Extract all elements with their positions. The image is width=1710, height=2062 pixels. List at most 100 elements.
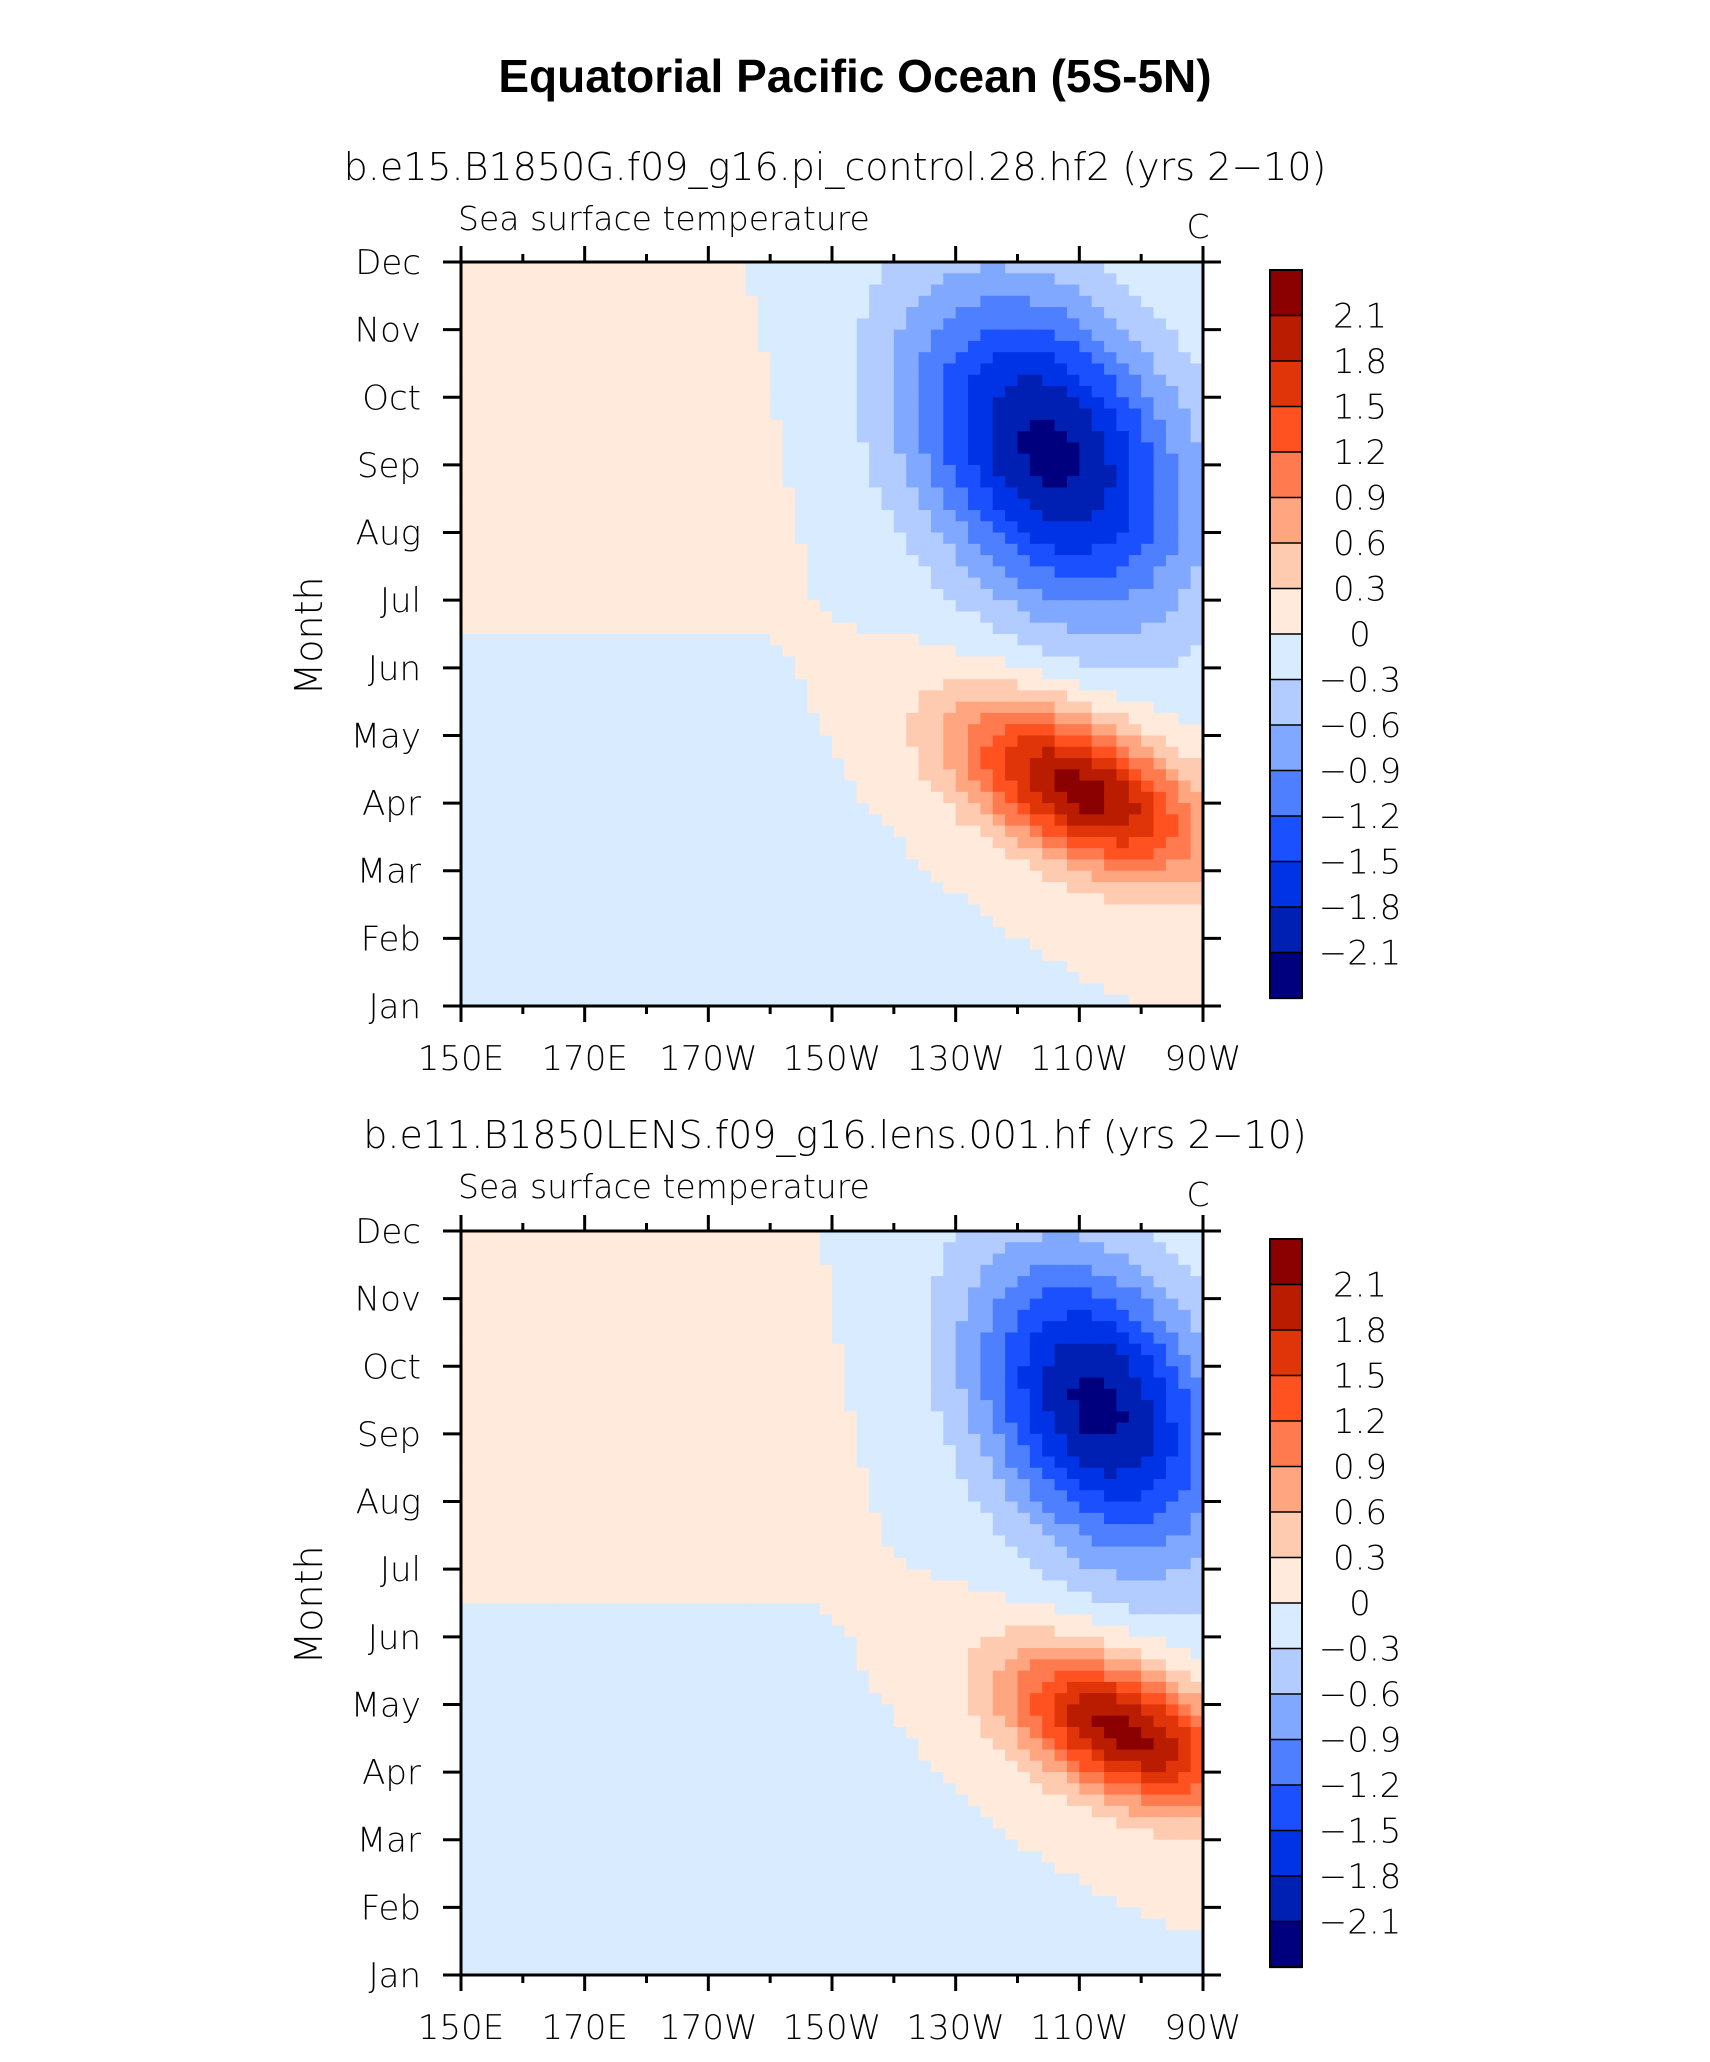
panel-1-contour-cell [708,634,722,646]
panel-1-contour-cell [609,679,623,691]
panel-1-contour-cell [918,363,932,376]
panel-2-contour-cell [1178,1332,1192,1345]
panel-1-contour-cell [856,442,870,455]
panel-1-contour-cell [1165,938,1179,951]
panel-2-contour-cell [733,1377,747,1390]
panel-1-contour-cell [794,724,808,737]
panel-2-contour-cell [906,1276,920,1288]
panel-2-contour-cell [485,1343,499,1356]
panel-1-contour-cell [1066,949,1080,962]
panel-1-contour-cell [893,543,907,556]
panel-1-contour-cell [683,656,697,669]
panel-1-contour-cell [1066,577,1080,590]
panel-1-contour-cell [547,532,561,545]
panel-1-contour-cell [757,566,771,579]
panel-1-contour-cell [695,431,709,443]
panel-1-contour-cell [955,498,969,511]
panel-2-contour-cell [547,1264,561,1277]
panel-1-contour-cell [968,431,981,443]
panel-1-contour-cell [794,295,808,308]
panel-1-contour-cell [1042,622,1056,635]
panel-1-contour-cell [819,510,833,522]
panel-1-contour-cell [1190,870,1204,883]
panel-1-contour-cell [869,994,883,1007]
panel-1-contour-cell [510,758,524,770]
panel-1-contour-cell [1029,724,1043,737]
panel-1-contour-cell [856,498,870,511]
panel-1-contour-cell [968,848,981,861]
panel-1-contour-cell [609,960,623,973]
panel-1-contour-cell [943,972,957,985]
panel-1-contour-cell [893,634,907,646]
panel-1-contour-cell [1042,566,1056,579]
panel-1-contour-cell [1005,656,1019,669]
panel-1-contour-cell [869,386,883,398]
panel-1-contour-cell [1079,780,1093,793]
panel-1-contour-cell [881,904,895,917]
panel-1-contour-cell [1116,532,1130,545]
panel-1-contour-cell [869,397,883,410]
panel-2-contour-cell [720,1231,734,1243]
panel-1-contour-cell [1141,464,1155,477]
panel-1-contour-cell [980,521,994,534]
panel-1-contour-cell [930,859,944,872]
panel-1-contour-cell [695,386,709,398]
panel-1-contour-cell [819,960,833,973]
panel-2-contour-cell [1079,1343,1093,1356]
panel-1-contour-cell [584,521,598,534]
panel-1-contour-cell [461,701,474,714]
panel-1-contour-cell [609,769,623,782]
panel-1-contour-cell [1029,893,1043,906]
panel-1-contour-cell [1042,273,1056,286]
panel-1-contour-cell [1005,318,1019,331]
panel-2-contour-cell [992,1309,1006,1322]
panel-1-contour-cell [597,262,610,274]
panel-1-contour-cell [584,724,598,737]
panel-2-contour-cell [597,1242,610,1255]
panel-1-contour-cell [770,667,784,680]
panel-1-contour-cell [461,724,474,737]
panel-1-contour-cell [881,983,895,996]
panel-2-contour-cell [695,1355,709,1367]
panel-2-contour-cell [869,1276,883,1288]
panel-1-contour-cell [1029,735,1043,748]
panel-1-contour-cell [844,498,858,511]
panel-1-contour-cell [461,634,474,646]
panel-1-contour-cell [980,656,994,669]
panel-1-contour-cell [1029,273,1043,286]
panel-1-contour-cell [572,498,586,511]
panel-1-contour-cell [1054,363,1068,376]
panel-1-contour-cell [683,712,697,725]
panel-1-contour-cell [609,352,623,365]
panel-2-contour-cell [1029,1332,1043,1345]
panel-2-contour-cell [461,1287,474,1300]
panel-1-contour-cell [584,262,598,274]
panel-1-contour-cell [584,701,598,714]
panel-1-contour-cell [1017,679,1031,691]
panel-1-contour-cell [720,532,734,545]
panel-1-contour-cell [968,419,981,432]
panel-1-contour-cell [869,836,883,849]
panel-2-contour-cell [1178,1377,1192,1390]
panel-1-contour-cell [535,983,549,996]
panel-1-contour-cell [634,938,648,951]
panel-1-contour-cell [844,735,858,748]
panel-1-contour-cell [906,363,920,376]
panel-1-contour-cell [968,600,981,613]
panel-2-contour-cell [807,1343,821,1356]
panel-2-contour-cell [770,1355,784,1367]
panel-1-contour-cell [782,712,796,725]
panel-2-contour-cell [473,1231,487,1243]
panel-2-contour-cell [522,1366,536,1379]
panel-1-colorbar-swatch [1269,587,1303,636]
panel-1-contour-cell [1091,848,1105,861]
panel-1-contour-cell [968,780,981,793]
panel-1-contour-cell [893,273,907,286]
panel-1-contour-cell [510,825,524,838]
panel-1-contour-cell [1116,498,1130,511]
panel-1-contour-cell [955,442,969,455]
panel-1-contour-cell [695,972,709,985]
panel-1-y-tick-label: Jun [368,649,421,689]
panel-1-contour-cell [893,352,907,365]
panel-1-contour-cell [893,555,907,567]
